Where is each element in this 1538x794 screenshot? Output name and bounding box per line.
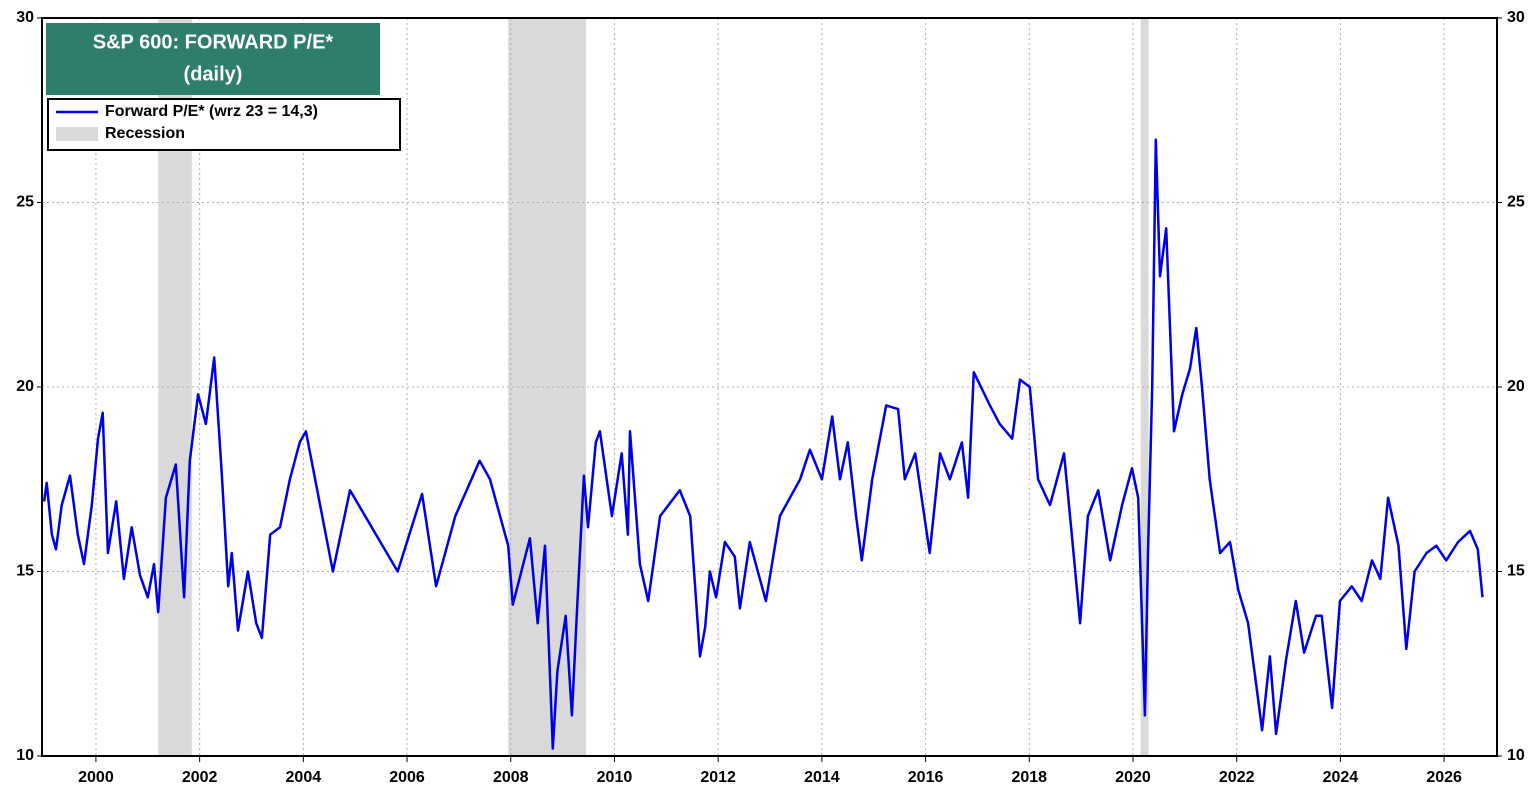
chart-subtitle: (daily) bbox=[184, 63, 243, 85]
y-tick-label: 20 bbox=[16, 378, 34, 395]
recession-band bbox=[1140, 18, 1149, 756]
y-tick-label: 10 bbox=[16, 747, 34, 764]
x-tick-label: 2002 bbox=[182, 769, 218, 786]
x-tick-label: 2016 bbox=[908, 769, 944, 786]
x-tick-label: 2014 bbox=[804, 769, 840, 786]
data-line bbox=[42, 138, 1484, 750]
x-tick-label: 2024 bbox=[1323, 769, 1359, 786]
x-tick-label: 2012 bbox=[700, 769, 736, 786]
plot-frame bbox=[41, 17, 1498, 757]
y2-tick-label: 30 bbox=[1507, 9, 1525, 26]
legend bbox=[47, 98, 401, 151]
x-tick-label: 2022 bbox=[1219, 769, 1255, 786]
y2-tick-label: 20 bbox=[1507, 378, 1525, 395]
legend-swatch bbox=[56, 127, 98, 141]
x-tick-label: 2018 bbox=[1011, 769, 1047, 786]
x-tick-label: 2008 bbox=[493, 769, 529, 786]
title-box bbox=[46, 23, 380, 95]
x-tick-label: 2026 bbox=[1426, 769, 1462, 786]
y-tick-label: 30 bbox=[16, 9, 34, 26]
y2-tick-label: 15 bbox=[1507, 563, 1525, 580]
legend-label: Forward P/E* (wrz 23 = 14,3) bbox=[105, 103, 318, 120]
chart-title: S&P 600: FORWARD P/E* bbox=[93, 31, 334, 53]
x-tick-label: 2000 bbox=[78, 769, 114, 786]
y2-tick-label: 10 bbox=[1507, 747, 1525, 764]
y-tick-label: 15 bbox=[16, 563, 34, 580]
legend-label: Recession bbox=[105, 125, 185, 142]
x-tick-label: 2020 bbox=[1115, 769, 1151, 786]
x-tick-label: 2004 bbox=[286, 769, 322, 786]
x-tick-label: 2010 bbox=[597, 769, 633, 786]
x-tick-label: 2006 bbox=[389, 769, 425, 786]
y-tick-label: 25 bbox=[16, 194, 34, 211]
y2-tick-label: 25 bbox=[1507, 194, 1525, 211]
